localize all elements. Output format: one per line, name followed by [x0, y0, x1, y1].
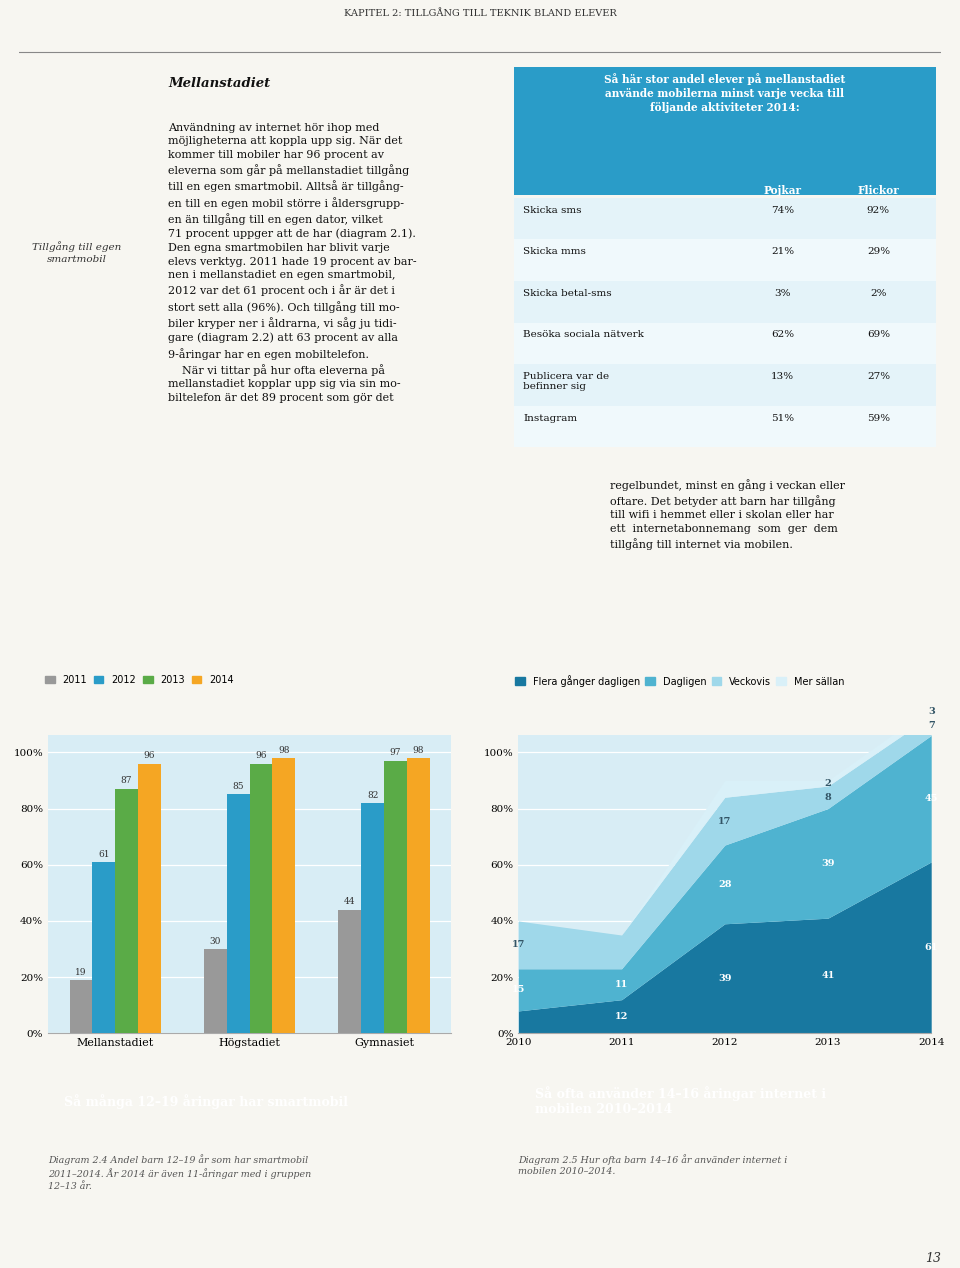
Text: Så många 12–19 åringar har smartmobil: Så många 12–19 åringar har smartmobil: [64, 1094, 348, 1108]
Text: Skicka sms: Skicka sms: [523, 205, 582, 214]
Text: Användning av internet hör ihop med
möjligheterna att koppla upp sig. När det
ko: Användning av internet hör ihop med möjl…: [168, 123, 417, 403]
Bar: [361, 803, 384, 1033]
Text: 98: 98: [413, 746, 424, 754]
Text: Skicka mms: Skicka mms: [523, 247, 586, 256]
Text: 11: 11: [615, 980, 628, 989]
Text: 30: 30: [209, 937, 221, 946]
Bar: [273, 758, 296, 1033]
Text: 41: 41: [822, 971, 834, 980]
Text: 74%: 74%: [771, 205, 794, 214]
Text: Tillgång till egen
smartmobil: Tillgång till egen smartmobil: [33, 241, 121, 264]
Text: 98: 98: [278, 746, 290, 754]
Legend: 2011, 2012, 2013, 2014: 2011, 2012, 2013, 2014: [45, 675, 234, 685]
Legend: Flera gånger dagligen, Dagligen, Veckovis, Mer sällan: Flera gånger dagligen, Dagligen, Veckovi…: [515, 675, 845, 687]
Bar: [514, 198, 936, 240]
Bar: [138, 763, 161, 1033]
Text: 13%: 13%: [771, 372, 794, 380]
Text: 21%: 21%: [771, 247, 794, 256]
Text: Skicka betal-sms: Skicka betal-sms: [523, 289, 612, 298]
Text: 44: 44: [344, 898, 355, 907]
Bar: [407, 758, 430, 1033]
Bar: [514, 406, 936, 448]
Text: 28: 28: [718, 880, 732, 889]
Text: 62%: 62%: [771, 331, 794, 340]
Bar: [338, 909, 361, 1033]
Text: 27%: 27%: [867, 372, 890, 380]
Text: 85: 85: [232, 782, 244, 791]
Text: Pojkar: Pojkar: [763, 185, 802, 197]
Text: 15: 15: [512, 985, 525, 994]
Text: 2%: 2%: [870, 289, 887, 298]
Text: Instagram: Instagram: [523, 413, 577, 422]
Text: 17: 17: [718, 817, 732, 825]
Text: Flickor: Flickor: [857, 185, 900, 197]
Text: 69%: 69%: [867, 331, 890, 340]
Text: 17: 17: [512, 941, 525, 950]
Bar: [514, 364, 936, 406]
Text: Besöka sociala nätverk: Besöka sociala nätverk: [523, 331, 644, 340]
Text: 12: 12: [615, 1012, 628, 1021]
Bar: [514, 67, 936, 195]
Text: KAPITEL 2: TILLGÅNG TILL TEKNIK BLAND ELEVER: KAPITEL 2: TILLGÅNG TILL TEKNIK BLAND EL…: [344, 9, 616, 18]
Text: 59%: 59%: [867, 413, 890, 422]
Text: Så ofta använder 14–16 åringar internet i
mobilen 2010–2014: Så ofta använder 14–16 åringar internet …: [535, 1087, 826, 1116]
Text: 45: 45: [924, 794, 938, 803]
Text: 7: 7: [927, 721, 935, 730]
Text: 39: 39: [718, 974, 732, 983]
Text: 92%: 92%: [867, 205, 890, 214]
Bar: [92, 862, 115, 1033]
Bar: [69, 980, 92, 1033]
Text: 82: 82: [367, 790, 378, 800]
Text: 39: 39: [821, 858, 835, 867]
Text: 8: 8: [825, 792, 831, 801]
Text: Mellanstadiet: Mellanstadiet: [168, 76, 271, 90]
Text: 96: 96: [144, 751, 156, 761]
Text: 61: 61: [98, 850, 109, 858]
Bar: [204, 948, 227, 1033]
Bar: [227, 795, 250, 1033]
Text: 29%: 29%: [867, 247, 890, 256]
Bar: [514, 281, 936, 322]
Text: 3%: 3%: [774, 289, 791, 298]
Bar: [115, 789, 138, 1033]
Text: Så här stor andel elever på mellanstadiet
använde mobilerna minst varje vecka ti: Så här stor andel elever på mellanstadie…: [604, 74, 846, 113]
Text: 61: 61: [924, 943, 938, 952]
Text: 97: 97: [390, 748, 401, 757]
Text: 19: 19: [75, 967, 86, 976]
Text: 51%: 51%: [771, 413, 794, 422]
Text: Diagram 2.5 Hur ofta barn 14–16 år använder internet i
mobilen 2010–2014.: Diagram 2.5 Hur ofta barn 14–16 år använ…: [518, 1154, 787, 1177]
Text: regelbundet, minst en gång i veckan eller
oftare. Det betyder att barn har tillg: regelbundet, minst en gång i veckan elle…: [610, 479, 845, 550]
Bar: [514, 322, 936, 364]
Text: 96: 96: [255, 751, 267, 761]
Bar: [514, 240, 936, 281]
Text: 3: 3: [927, 708, 935, 716]
Text: 13: 13: [924, 1252, 941, 1265]
Text: Publicera var de
befinner sig: Publicera var de befinner sig: [523, 372, 610, 392]
Bar: [384, 761, 407, 1033]
Text: 87: 87: [121, 776, 132, 785]
Text: Diagram 2.4 Andel barn 12–19 år som har smartmobil
2011–2014. År 2014 är även 11: Diagram 2.4 Andel barn 12–19 år som har …: [48, 1154, 311, 1191]
Text: 2: 2: [825, 779, 831, 787]
Bar: [250, 763, 273, 1033]
